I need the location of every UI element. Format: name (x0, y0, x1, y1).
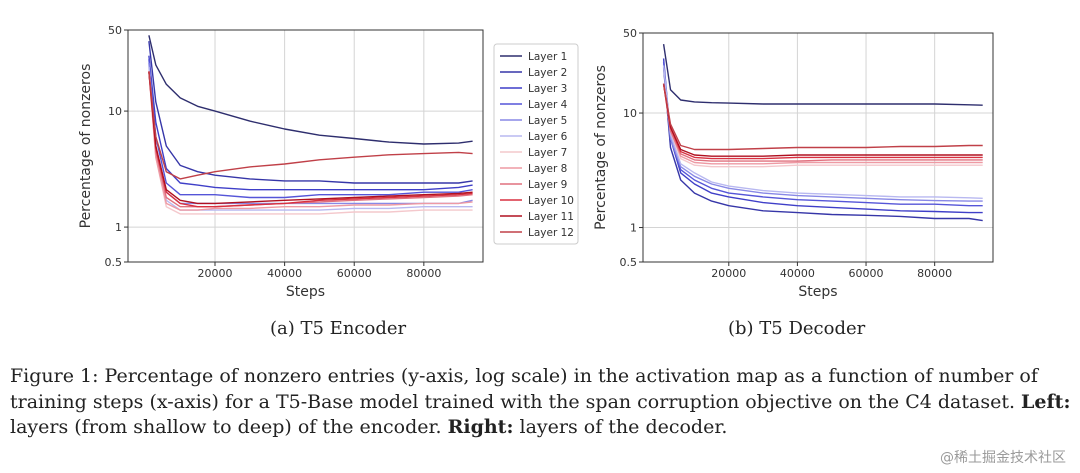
series-line-layer-11 (148, 71, 473, 205)
legend-label: Layer 12 (528, 227, 574, 239)
legend-label: Layer 5 (528, 115, 567, 127)
chart-encoder: 20000 40000 60000 80000 0.5 1 10 50 Steps Percent… (78, 24, 579, 300)
legend-label: Layer 6 (528, 131, 568, 143)
y-tick-label: 10 (108, 105, 122, 118)
series-line-layer-12 (662, 83, 983, 151)
x-tick-label: 80000 (406, 267, 441, 280)
legend: Layer 1 Layer 2 Layer 3 Layer 4 Layer 5 Layer… (493, 43, 579, 245)
y-axis-label: Percentage of nonzeros (593, 65, 609, 230)
series-line-layer-10 (662, 83, 983, 160)
series-line-layer-8 (148, 71, 473, 211)
x-tick-label: 20000 (198, 267, 233, 280)
series-line-layer-3 (148, 55, 473, 191)
series-line-layer-1 (148, 35, 473, 145)
series-line-layer-6 (662, 65, 983, 199)
series-line-layer-2 (148, 41, 473, 184)
caption-right-label: Right: (447, 416, 514, 438)
series-line-layer-11 (662, 83, 983, 157)
subcaption-decoder: (b) T5 Decoder (728, 318, 866, 339)
figure-panels: 20000 40000 60000 80000 0.5 1 10 50 Steps Percent… (78, 24, 994, 300)
y-tick-label: 0.5 (620, 256, 638, 269)
legend-label: Layer 7 (528, 147, 567, 159)
y-tick-label: 50 (108, 24, 122, 37)
y-tick-label: 50 (623, 27, 637, 40)
series-line-layer-6 (148, 66, 473, 211)
y-tick-label: 10 (623, 107, 637, 120)
x-tick-label: 40000 (780, 267, 815, 280)
series-line-layer-1 (662, 43, 983, 106)
legend-label: Layer 11 (528, 211, 574, 223)
series-line-layer-7 (148, 71, 473, 215)
legend-box (493, 43, 579, 245)
series-line-layer-2 (662, 67, 983, 222)
legend-label: Layer 3 (528, 83, 567, 95)
series-line-layer-8 (662, 83, 983, 165)
x-tick-label: 20000 (711, 267, 746, 280)
series-line-layer-7 (662, 83, 983, 168)
series-line-layer-9 (662, 83, 983, 162)
x-tick-label: 80000 (917, 267, 952, 280)
legend-label: Layer 9 (528, 179, 567, 191)
x-axis-label: Steps (798, 284, 837, 300)
series-line-layer-10 (148, 71, 473, 208)
legend-label: Layer 8 (528, 163, 567, 175)
x-tick-label: 60000 (849, 267, 884, 280)
plot-frame (642, 32, 994, 263)
watermark: @稀土掘金技术社区 (940, 450, 1066, 466)
caption-prefix: Figure 1: Percentage of nonzero entries … (10, 365, 1038, 413)
series-line-layer-4 (148, 59, 473, 199)
legend-label: Layer 10 (528, 195, 574, 207)
y-tick-label: 1 (115, 221, 122, 234)
legend-label: Layer 4 (528, 99, 568, 111)
caption-right-text: layers of the decoder. (513, 416, 728, 438)
x-tick-label: 40000 (267, 267, 302, 280)
caption-left-text: layers (from shallow to deep) of the enc… (10, 416, 448, 438)
y-tick-label: 1 (630, 222, 637, 235)
series-line-layer-3 (662, 58, 983, 214)
x-tick-label: 60000 (337, 267, 372, 280)
series-line-layer-4 (662, 61, 983, 207)
chart-decoder: 20000 40000 60000 80000 0.5 1 10 50 Steps Percent… (593, 27, 994, 300)
series-line-layer-5 (662, 65, 983, 202)
legend-label: Layer 1 (528, 51, 567, 63)
legend-label: Layer 2 (528, 67, 567, 79)
caption-left-label: Left: (1021, 390, 1071, 413)
subcaption-encoder: (a) T5 Encoder (270, 318, 407, 339)
y-axis-label: Percentage of nonzeros (78, 64, 94, 229)
x-axis-label: Steps (286, 284, 325, 300)
figure-caption: Figure 1: Percentage of nonzero entries … (10, 364, 1075, 441)
plot-frame (127, 29, 484, 263)
y-tick-label: 0.5 (105, 256, 123, 269)
series-line-layer-12 (148, 71, 473, 180)
